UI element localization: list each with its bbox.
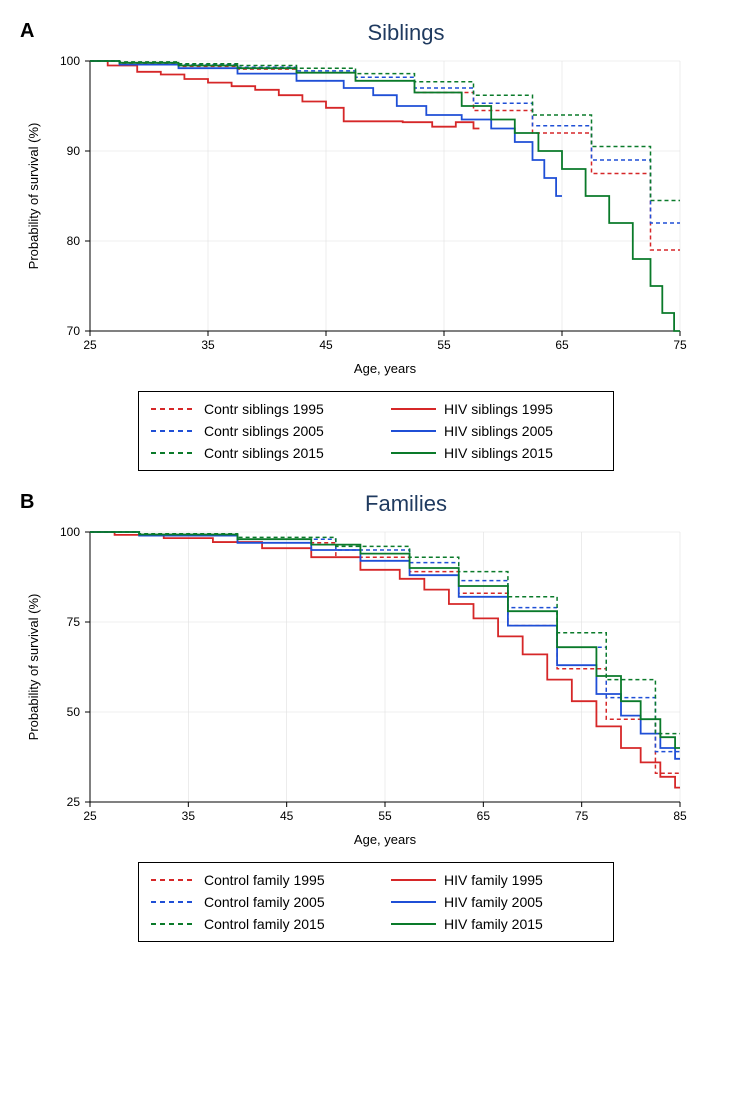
legend-item: HIV family 2015 <box>391 916 601 932</box>
legend-label: HIV siblings 2015 <box>444 445 553 461</box>
legend-label: Contr siblings 1995 <box>204 401 324 417</box>
legend-item: Contr siblings 1995 <box>151 401 361 417</box>
chart-a-title: Siblings <box>20 20 732 46</box>
legend-item: Contr siblings 2015 <box>151 445 361 461</box>
legend-label: HIV siblings 1995 <box>444 401 553 417</box>
legend-item: HIV family 2005 <box>391 894 601 910</box>
svg-text:25: 25 <box>67 795 81 809</box>
svg-text:75: 75 <box>575 809 589 823</box>
chart-a-container: A Siblings 25 35 45 55 65 75 70 80 90 100 Age, yea… <box>20 20 732 471</box>
legend-swatch <box>151 452 196 454</box>
chart-b-svg: 25 35 45 55 65 75 85 25 50 75 100 Age, years Probabi… <box>20 522 700 852</box>
panel-a-label: A <box>20 20 34 43</box>
chart-b-container: B Families 25 35 45 55 65 75 85 25 50 75 100 Age, y… <box>20 491 732 942</box>
legend-swatch <box>391 879 436 882</box>
legend-item: Contr siblings 2005 <box>151 423 361 439</box>
legend-item: HIV siblings 1995 <box>391 401 601 417</box>
legend-label: Contr siblings 2005 <box>204 423 324 439</box>
chart-a-svg: 25 35 45 55 65 75 70 80 90 100 Age, years Probabili… <box>20 51 700 381</box>
svg-text:65: 65 <box>477 809 491 823</box>
svg-text:55: 55 <box>378 809 392 823</box>
svg-text:100: 100 <box>60 54 80 68</box>
svg-text:50: 50 <box>67 705 81 719</box>
legend-swatch <box>151 923 196 925</box>
legend-swatch <box>391 452 436 455</box>
svg-text:90: 90 <box>67 144 81 158</box>
svg-text:100: 100 <box>60 525 80 539</box>
legend-item: HIV siblings 2005 <box>391 423 601 439</box>
svg-text:25: 25 <box>83 809 97 823</box>
legend-item: Control family 2015 <box>151 916 361 932</box>
svg-text:Probability of survival (%): Probability of survival (%) <box>26 123 41 270</box>
svg-text:Age, years: Age, years <box>354 832 417 847</box>
svg-text:65: 65 <box>555 338 569 352</box>
legend-swatch <box>391 923 436 926</box>
svg-text:35: 35 <box>182 809 196 823</box>
svg-text:35: 35 <box>201 338 215 352</box>
legend-row: Contr siblings 2015 HIV siblings 2015 <box>151 442 601 464</box>
svg-text:25: 25 <box>83 338 97 352</box>
legend-label: Control family 2015 <box>204 916 325 932</box>
chart-b-legend: Control family 1995HIV family 1995Contro… <box>138 862 614 942</box>
legend-swatch <box>391 901 436 904</box>
legend-row: Control family 2005 HIV family 2005 <box>151 891 601 913</box>
legend-row: Control family 2015 HIV family 2015 <box>151 913 601 935</box>
legend-item: Control family 2005 <box>151 894 361 910</box>
legend-label: Control family 1995 <box>204 872 325 888</box>
legend-item: HIV siblings 2015 <box>391 445 601 461</box>
chart-b-title: Families <box>20 491 732 517</box>
legend-item: Control family 1995 <box>151 872 361 888</box>
panel-b-label: B <box>20 491 34 514</box>
legend-swatch <box>151 408 196 410</box>
legend-label: Contr siblings 2015 <box>204 445 324 461</box>
legend-label: HIV family 2005 <box>444 894 543 910</box>
legend-swatch <box>151 901 196 903</box>
svg-text:Probability of survival (%): Probability of survival (%) <box>26 594 41 741</box>
legend-row: Contr siblings 1995 HIV siblings 1995 <box>151 398 601 420</box>
svg-text:Age, years: Age, years <box>354 361 417 376</box>
svg-text:45: 45 <box>319 338 333 352</box>
legend-row: Control family 1995 HIV family 1995 <box>151 869 601 891</box>
svg-text:75: 75 <box>67 615 81 629</box>
legend-row: Contr siblings 2005 HIV siblings 2005 <box>151 420 601 442</box>
legend-swatch <box>391 430 436 433</box>
svg-text:85: 85 <box>673 809 687 823</box>
legend-swatch <box>151 879 196 881</box>
legend-label: Control family 2005 <box>204 894 325 910</box>
legend-swatch <box>151 430 196 432</box>
legend-label: HIV family 2015 <box>444 916 543 932</box>
svg-text:45: 45 <box>280 809 294 823</box>
legend-label: HIV family 1995 <box>444 872 543 888</box>
svg-text:55: 55 <box>437 338 451 352</box>
legend-label: HIV siblings 2005 <box>444 423 553 439</box>
svg-text:70: 70 <box>67 324 81 338</box>
svg-text:80: 80 <box>67 234 81 248</box>
chart-a-legend: Contr siblings 1995HIV siblings 1995Cont… <box>138 391 614 471</box>
legend-swatch <box>391 408 436 411</box>
svg-text:75: 75 <box>673 338 687 352</box>
legend-item: HIV family 1995 <box>391 872 601 888</box>
